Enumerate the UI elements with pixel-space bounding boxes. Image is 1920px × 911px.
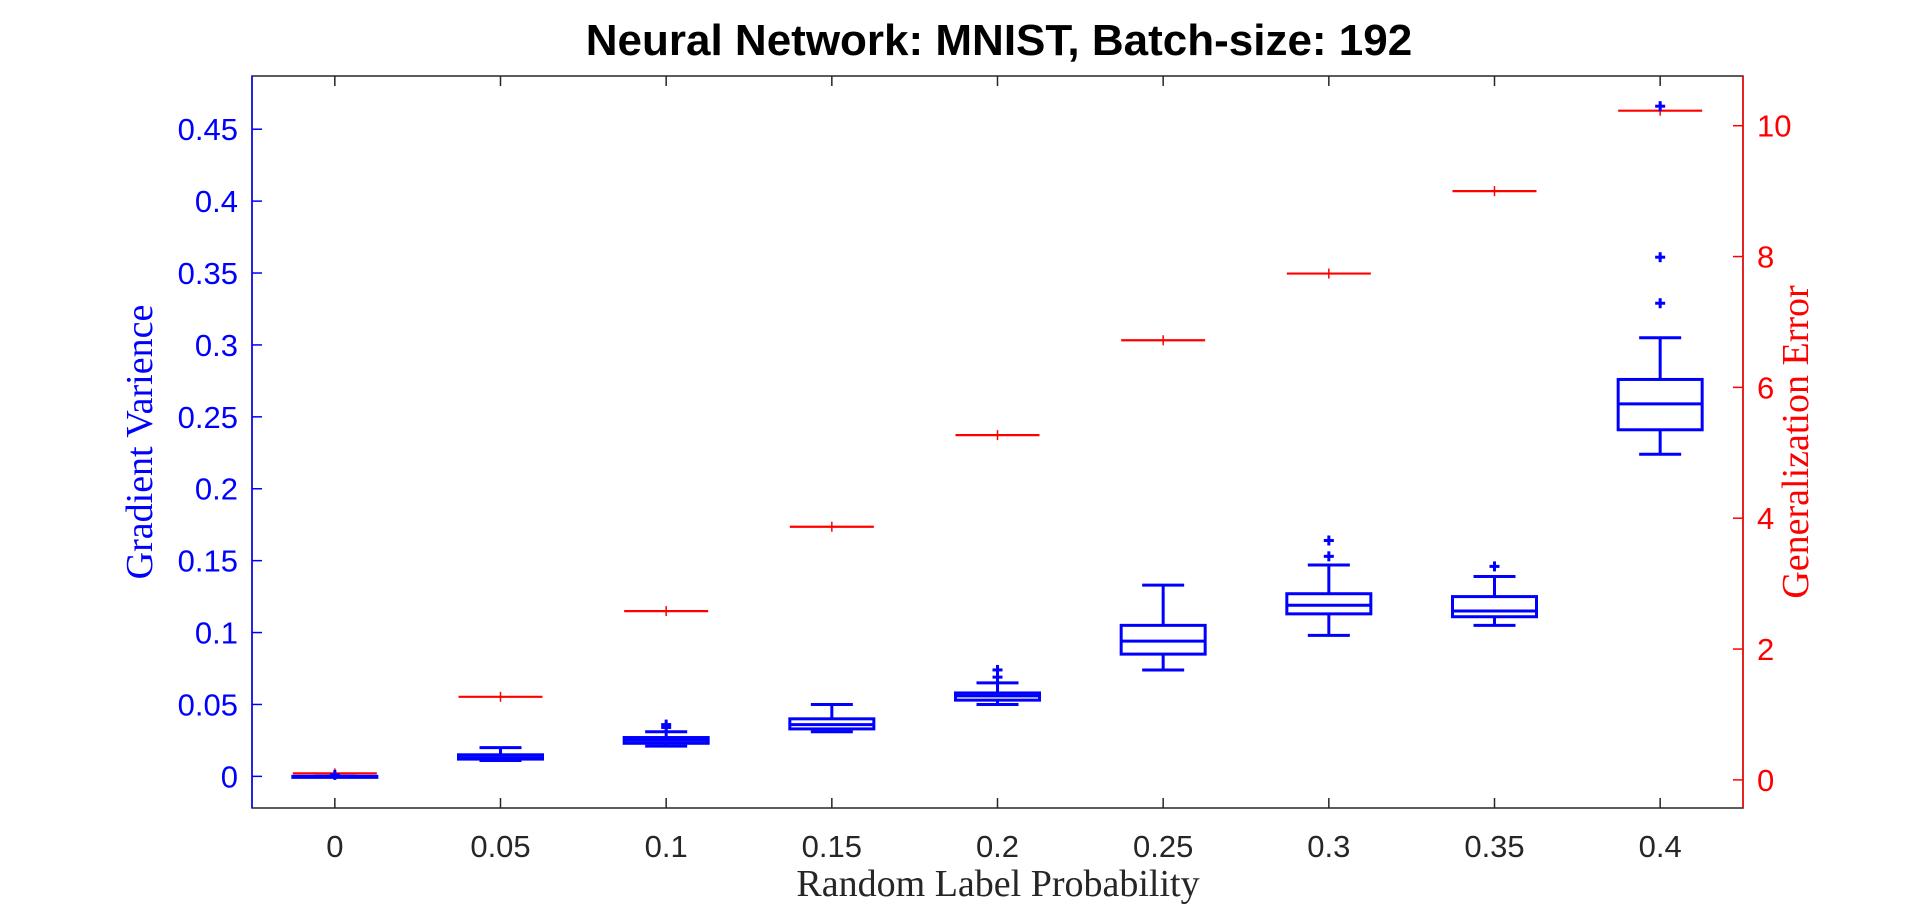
x-tick-label: 0.2 xyxy=(976,829,1019,864)
plot-area-frame xyxy=(251,75,1744,809)
generalization-error-series xyxy=(292,105,1703,779)
box-plot xyxy=(1119,583,1207,672)
outlier-marker xyxy=(661,719,672,730)
left-tick-label: 0.05 xyxy=(178,687,238,722)
left-axis: 0 0.05 0.1 0.15 0.2 0.25 0.3 0.35 0.4 0.45 xyxy=(178,76,262,808)
right-tick-label: 8 xyxy=(1757,240,1774,275)
x-axis-label: Random Label Probability xyxy=(796,863,1199,905)
x-tick-label: 0.35 xyxy=(1464,829,1524,864)
left-tick-label: 0.4 xyxy=(195,184,238,219)
left-tick-label: 0.35 xyxy=(178,256,238,291)
box-plot xyxy=(788,702,876,734)
outlier-marker xyxy=(1655,252,1666,263)
box-plot xyxy=(291,769,379,780)
x-tick-label: 0.15 xyxy=(802,829,862,864)
x-tick-label: 0.3 xyxy=(1307,829,1350,864)
outlier-marker xyxy=(1655,101,1666,112)
box-iqr xyxy=(1451,595,1538,619)
x-tick-label: 0.1 xyxy=(645,829,688,864)
left-tick-label: 0.45 xyxy=(178,112,238,147)
right-tick-label: 0 xyxy=(1757,763,1774,798)
right-tick-label: 6 xyxy=(1757,370,1774,405)
x-tick-label: 0.25 xyxy=(1133,829,1193,864)
chart-title: Neural Network: MNIST, Batch-size: 192 xyxy=(586,16,1412,65)
box-plot xyxy=(457,746,544,763)
box-plot xyxy=(622,719,710,748)
left-tick-label: 0.3 xyxy=(195,328,238,363)
outlier-marker xyxy=(1323,551,1334,562)
box-plot xyxy=(1285,535,1373,637)
gradient-variance-series xyxy=(291,101,1704,780)
right-axis: 0 2 4 6 8 10 xyxy=(1733,76,1791,808)
right-tick-label: 4 xyxy=(1757,501,1774,536)
right-axis-label: Generalization Error xyxy=(1775,285,1817,599)
left-tick-label: 0.15 xyxy=(178,544,238,579)
left-tick-label: 0.1 xyxy=(195,616,238,651)
x-axis: 0 0.05 0.1 0.15 0.2 0.25 0.3 0.35 0.4 xyxy=(326,76,1682,864)
box-plot xyxy=(1616,101,1704,456)
left-tick-label: 0.25 xyxy=(178,400,238,435)
left-axis-label: Gradient Varience xyxy=(119,305,161,580)
outlier-marker xyxy=(1655,298,1666,309)
outlier-marker xyxy=(992,664,1003,675)
box-plot xyxy=(1451,561,1538,627)
box-plot xyxy=(954,664,1041,706)
right-tick-label: 10 xyxy=(1757,109,1791,144)
outlier-marker xyxy=(329,769,340,780)
x-tick-label: 0.05 xyxy=(470,829,530,864)
outlier-marker xyxy=(1489,561,1500,572)
right-tick-label: 2 xyxy=(1757,632,1774,667)
left-tick-label: 0 xyxy=(221,759,238,794)
outlier-marker xyxy=(1323,535,1334,546)
left-tick-label: 0.2 xyxy=(195,472,238,507)
x-tick-label: 0 xyxy=(326,829,343,864)
x-tick-label: 0.4 xyxy=(1639,829,1682,864)
